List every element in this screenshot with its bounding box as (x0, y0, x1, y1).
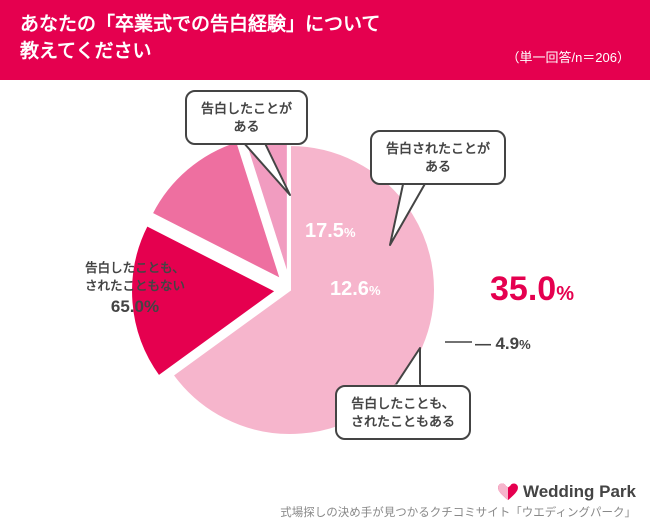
brand-text: Wedding Park (523, 482, 636, 502)
callout-confessed: 告白したことが ある (185, 90, 308, 145)
brand: Wedding Park (280, 482, 636, 502)
heart-icon (497, 483, 519, 501)
callout-both: 告白したことも、 されたこともある (335, 385, 471, 440)
footer: Wedding Park 式場探しの決め手が見つかるクチコミサイト「ウエディング… (280, 482, 636, 520)
slice-pct-4: — 4.9% (475, 334, 531, 354)
title-line1: あなたの「卒業式での告白経験」について (20, 14, 380, 35)
tagline: 式場探しの決め手が見つかるクチコミサイト「ウエディングパーク」 (280, 504, 636, 520)
label-none-pct: 65.0 (111, 297, 144, 316)
header-banner: あなたの「卒業式での告白経験」について 教えてください （単一回答/n＝206） (0, 0, 650, 80)
exploded-group-pct: 35.0% (490, 270, 574, 309)
callout-received: 告白されたことが ある (370, 130, 506, 185)
label-none-text: 告白したことも、 されたこともない (85, 261, 185, 293)
label-none: 告白したことも、 されたこともない 65.0% (70, 260, 200, 319)
slice-pct-12: 12.6% (330, 278, 381, 301)
infographic-container: あなたの「卒業式での告白経験」について 教えてください （単一回答/n＝206）… (0, 0, 650, 526)
title-line2: 教えてください (20, 41, 151, 62)
slice-pct-17: 17.5% (305, 220, 356, 243)
chart-area: 告白したことも、 されたこともない 65.0% 17.5% 12.6% — 4.… (0, 80, 650, 460)
